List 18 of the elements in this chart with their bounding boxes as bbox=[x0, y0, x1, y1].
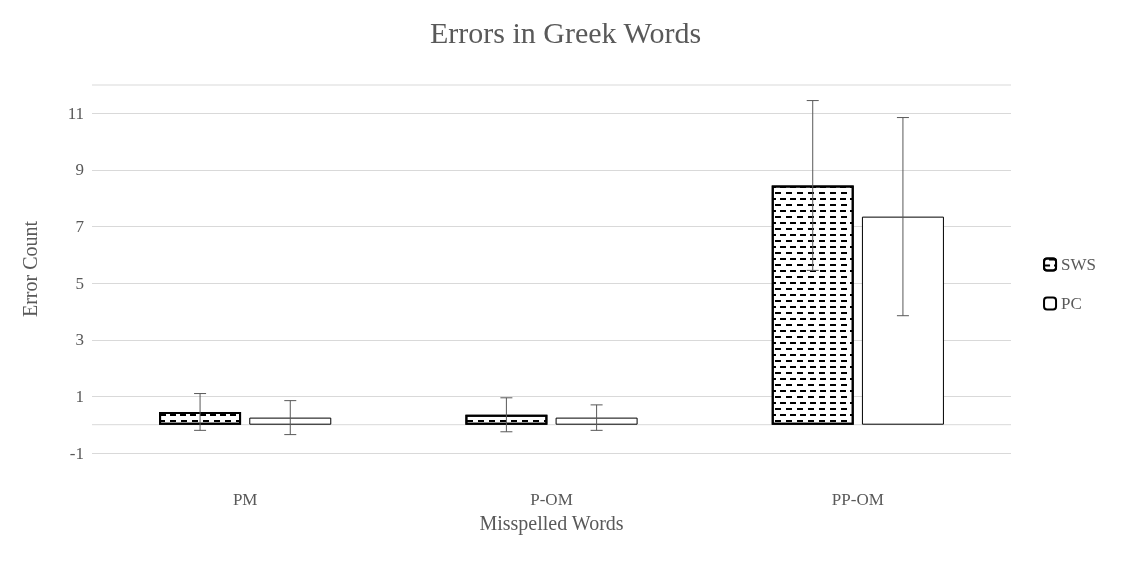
legend-label: SWS bbox=[1061, 255, 1097, 274]
bar bbox=[555, 417, 638, 425]
y-tick-label: 5 bbox=[75, 273, 84, 293]
x-tick-label: PM bbox=[232, 490, 258, 509]
chart-title: Errors in Greek Words bbox=[429, 15, 702, 49]
x-tick-label: P-OM bbox=[530, 490, 573, 509]
bar bbox=[249, 417, 332, 425]
y-tick-label: -1 bbox=[69, 443, 84, 463]
x-tick-label: PP-OM bbox=[831, 490, 884, 509]
y-tick-label: 7 bbox=[75, 217, 85, 237]
y-tick-label: 9 bbox=[75, 160, 84, 180]
y-axis-title: Error Count bbox=[19, 220, 41, 318]
x-axis-title: Misspelled Words bbox=[479, 511, 624, 535]
y-tick-label: 11 bbox=[67, 103, 84, 123]
y-tick-label: 3 bbox=[75, 330, 84, 350]
y-tick-label: 1 bbox=[75, 386, 84, 406]
bar bbox=[861, 216, 944, 425]
legend-label: PC bbox=[1061, 294, 1082, 313]
